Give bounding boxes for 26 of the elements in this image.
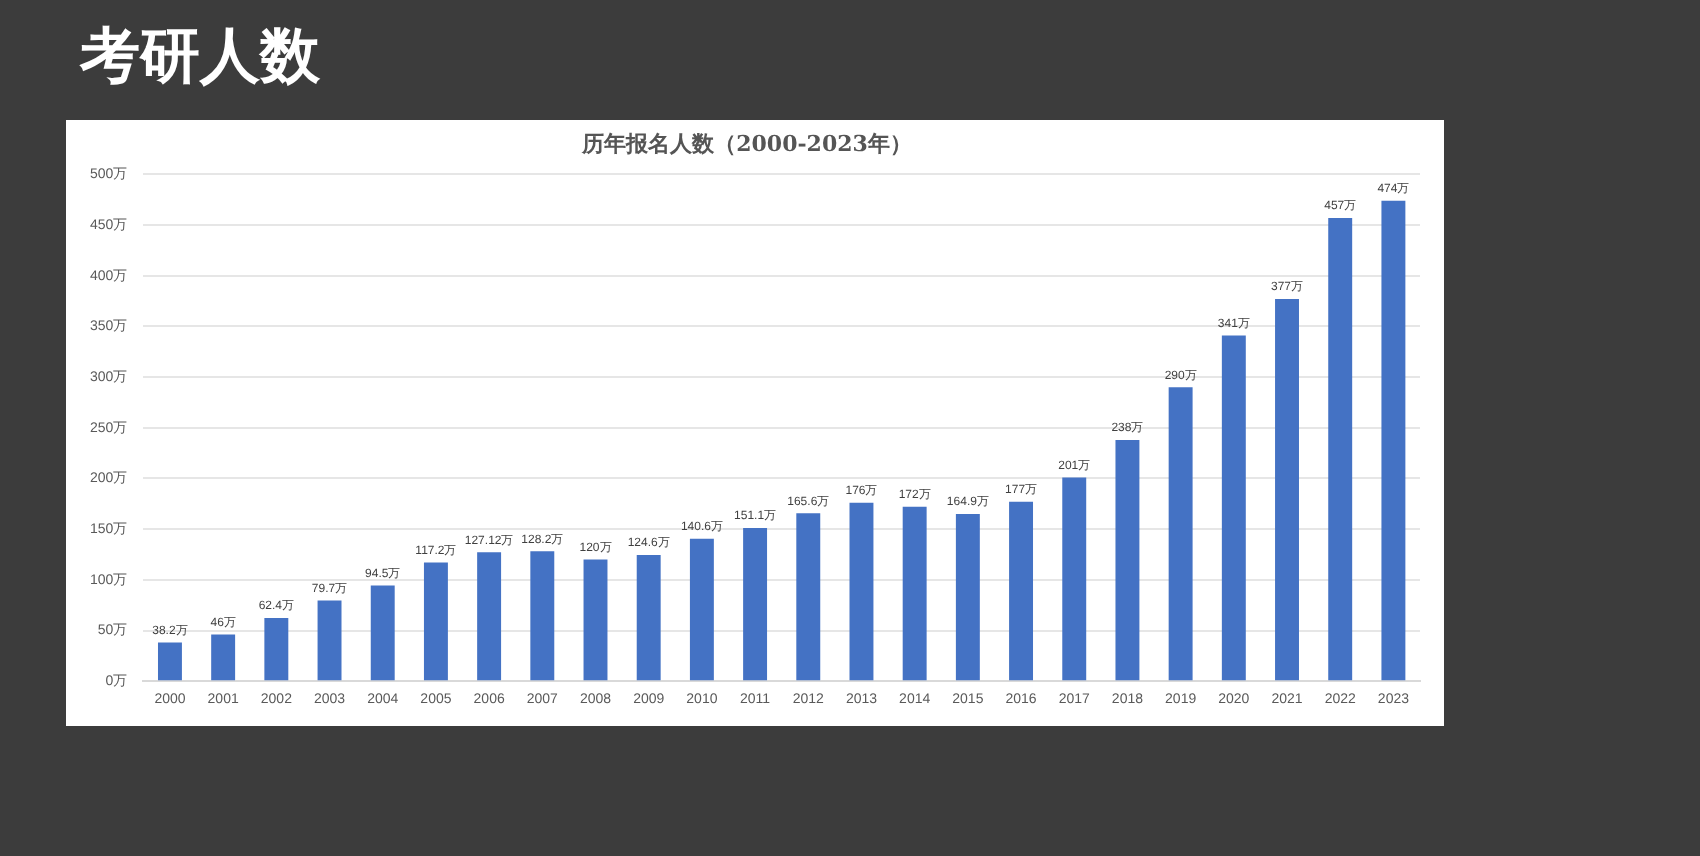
bar: [1381, 200, 1406, 681]
bar: [530, 551, 555, 681]
bar: [317, 600, 342, 681]
bar: [583, 559, 608, 681]
bar: [477, 552, 502, 681]
bar: [902, 506, 927, 681]
bar: [955, 514, 980, 681]
bar: [211, 634, 236, 681]
bar: [1221, 335, 1246, 681]
bar: [1275, 299, 1299, 681]
bar: [636, 554, 661, 681]
bar: [796, 513, 821, 681]
bar: [423, 562, 448, 681]
bar: [1009, 501, 1034, 681]
bar: [1168, 387, 1193, 681]
bar: [743, 528, 768, 681]
bar: [157, 642, 182, 681]
bar: [370, 585, 395, 681]
bar: [849, 502, 874, 681]
bar: [689, 538, 714, 681]
bar: [1328, 217, 1353, 681]
bar: [1062, 477, 1087, 681]
chart-title: 考研人数: [80, 20, 320, 96]
bar: [264, 617, 289, 681]
chart-subtitle: 历年报名人数（2000-2023年）: [580, 130, 912, 157]
bar: [1115, 439, 1140, 681]
